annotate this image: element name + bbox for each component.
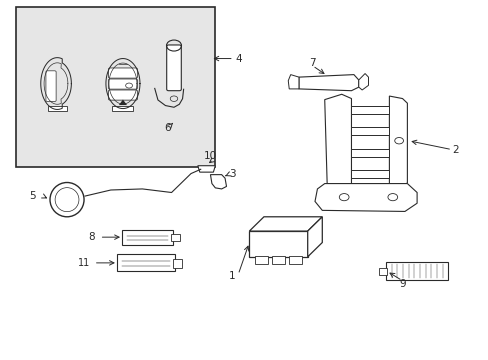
Polygon shape [351,170,388,178]
Ellipse shape [55,188,79,212]
FancyBboxPatch shape [46,71,56,102]
Polygon shape [324,94,351,191]
Text: 10: 10 [203,152,217,161]
FancyBboxPatch shape [379,268,386,275]
FancyBboxPatch shape [173,259,182,267]
Polygon shape [298,75,358,91]
Polygon shape [119,100,127,105]
Polygon shape [358,73,368,90]
FancyBboxPatch shape [117,254,174,271]
FancyBboxPatch shape [385,262,447,280]
Polygon shape [388,96,407,189]
FancyBboxPatch shape [112,106,133,111]
FancyBboxPatch shape [108,68,137,78]
FancyBboxPatch shape [108,79,137,89]
Polygon shape [249,231,307,257]
FancyBboxPatch shape [166,45,181,91]
FancyBboxPatch shape [122,230,172,245]
Polygon shape [307,217,322,257]
FancyBboxPatch shape [108,90,137,100]
Text: 9: 9 [398,279,405,289]
Polygon shape [249,217,322,231]
Polygon shape [210,175,226,189]
Polygon shape [198,166,215,172]
Polygon shape [314,184,416,211]
Polygon shape [351,149,388,157]
Polygon shape [351,127,388,135]
FancyBboxPatch shape [255,256,267,264]
FancyBboxPatch shape [288,256,301,264]
Text: 4: 4 [235,54,242,64]
Text: 3: 3 [228,168,235,179]
FancyBboxPatch shape [16,7,215,167]
Text: 2: 2 [452,145,458,155]
Text: 5: 5 [30,191,36,201]
FancyBboxPatch shape [272,256,285,264]
Polygon shape [287,75,298,89]
Polygon shape [351,106,388,114]
FancyBboxPatch shape [48,106,66,111]
Ellipse shape [50,183,84,217]
Text: 7: 7 [308,58,315,68]
FancyBboxPatch shape [171,234,180,241]
Text: 11: 11 [78,258,90,268]
Text: 8: 8 [88,232,95,242]
Text: 1: 1 [228,271,235,281]
Text: 6: 6 [164,123,171,133]
